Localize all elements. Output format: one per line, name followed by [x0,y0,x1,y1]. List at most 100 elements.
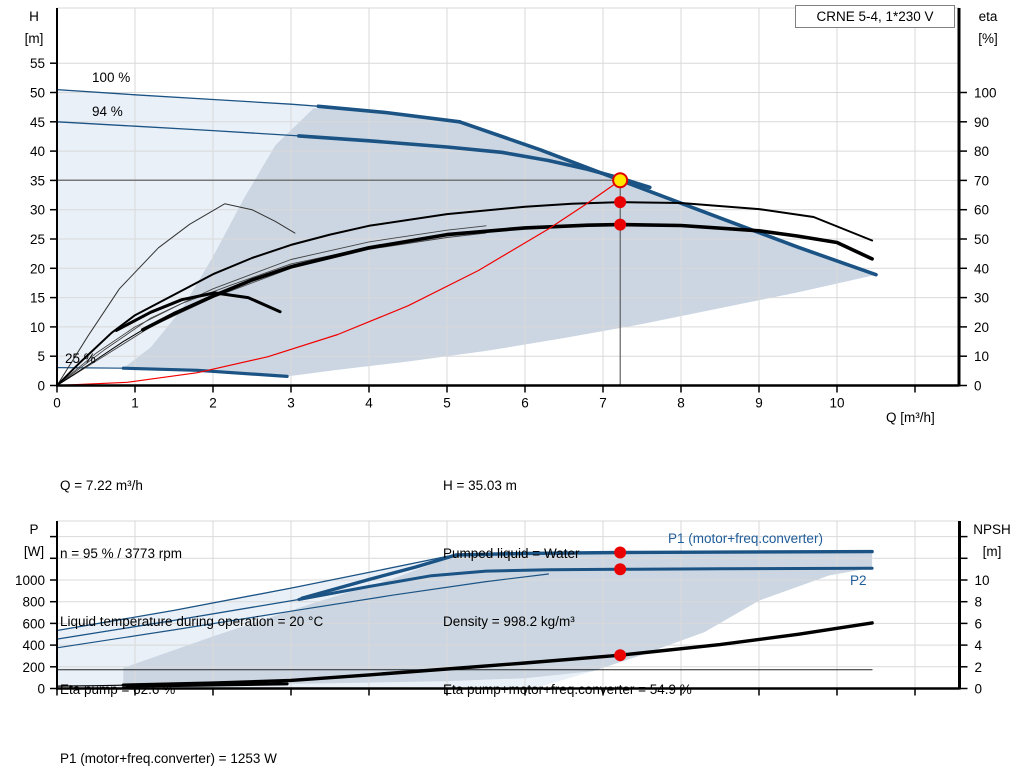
eta-total-marker [614,218,627,231]
eta-arc-thin [56,203,296,386]
p1-marker [614,546,627,559]
info-density: Density = 998.2 kg/m³ [443,613,575,629]
tick-label: 0 [53,396,61,411]
tick-label: 7 [599,396,607,411]
eta-total-curve [141,222,874,332]
tick-label: 20 [30,261,45,276]
power-info: P1 (motor+freq.converter) = 1253 W P2 = … [60,703,277,781]
tick-label: 35 [30,173,45,188]
info-p1: P1 (motor+freq.converter) = 1253 W [60,751,277,767]
tick-label: 3 [287,396,295,411]
tick-label: 0 [37,682,45,697]
power-envelope-dark [123,551,873,687]
speed-25-curve-thin [56,367,124,369]
speed-25-curve-thick [121,366,289,378]
tick-label: 400 [22,638,45,653]
power-npsh-chart-axes [56,521,961,690]
p2-limit-thin [56,598,300,640]
tick-label: 5 [443,396,451,411]
npsh-curve-lead [56,684,124,687]
tick-label: 9 [755,396,763,411]
envelope-dark [123,108,877,377]
qh-eta-chart: 0510152025303540455055010203040506070809… [30,7,997,411]
tick-label: 10 [975,573,990,588]
speed-94-curve-thin [56,121,300,137]
duty-info-left: Q = 7.22 m³/h n = 95 % / 3773 rpm Liquid… [60,430,323,746]
tick-label: 4 [365,396,373,411]
tick-label: 5 [37,349,45,364]
tick-label: 25 [30,232,45,247]
tick-label: 70 [974,173,989,188]
info-pumped-liquid: Pumped liquid = Water [443,545,580,561]
power-npsh-chart-regions [57,551,873,689]
npsh-marker [614,649,627,662]
info-h: H = 35.03 m [443,478,517,494]
p2-marker [614,563,627,576]
tick-label: 15 [30,291,45,306]
tick-label: 60 [974,203,989,218]
tick-label: 0 [974,379,982,394]
qh-eta-chart-ticks: 0510152025303540455055010203040506070809… [30,56,997,410]
duty-point-marker [612,172,629,189]
p2-curve-label: P2 [850,573,867,588]
eta-bundle-b [56,225,487,386]
tick-label: 40 [974,261,989,276]
tick-label: 6 [975,616,983,631]
p1-limit-thin [56,553,460,632]
tick-label: 8 [677,396,685,411]
tick-label: 55 [30,56,45,71]
pump-model-label: CRNE 5-4, 1*230 V [816,9,934,24]
tick-label: 10 [974,349,989,364]
tick-label: 10 [30,320,45,335]
tick-label: 40 [30,144,45,159]
speed-100-curve-thick [316,104,462,124]
p1-curve-thick [300,549,874,600]
speed-100-label: 100 % [92,70,131,85]
eta-bundle-a [56,232,487,386]
tick-label: 50 [974,232,989,247]
tick-label: 30 [30,203,45,218]
power-npsh-chart-gridlines [57,520,960,689]
p2-curve-thick [297,566,874,601]
info-eta-total: Eta pump+motor+freq.converter = 54.9 % [443,681,692,697]
tick-label: 50 [30,86,45,101]
tick-label: 2 [209,396,217,411]
p-axis-title: P [W] [23,522,45,559]
eta-pump-marker [614,196,627,209]
info-q: Q = 7.22 m³/h [60,478,143,494]
eta-25-curve [114,291,282,332]
tick-label: 2 [975,660,983,675]
max-speed-boundary [457,120,878,277]
speed-25-label: 25 % [65,351,96,366]
tick-label: 20 [974,320,989,335]
tick-label: 6 [521,396,529,411]
tick-label: 30 [974,291,989,306]
qh-eta-chart-axes [56,8,961,387]
qh-eta-chart-markers [612,172,629,231]
h-axis-title: H [m] [24,9,44,46]
npsh-axis-title: NPSH [m] [973,522,1011,559]
info-n: n = 95 % / 3773 rpm [60,545,182,561]
tick-label: 800 [22,595,45,610]
duty-info-right: H = 35.03 m Pumped liquid = Water Densit… [443,430,692,746]
tick-label: 90 [974,115,989,130]
tick-label: 1000 [15,573,45,588]
q-axis-title: Q [m³/h] [886,410,935,425]
tick-label: 0 [975,682,983,697]
info-liquid-temp: Liquid temperature during operation = 20… [60,613,324,629]
tick-label: 4 [975,638,983,653]
eta-total-curve-lead [56,329,144,386]
info-eta-pump: Eta pump = 62.6 % [60,681,176,697]
tick-label: 45 [30,115,45,130]
qh-eta-chart-gridlines [57,7,959,386]
p1-curve-label: P1 (motor+freq.converter) [668,531,823,546]
speed-94-label: 94 % [92,104,123,119]
system-curve [56,179,621,387]
tick-label: 200 [22,660,45,675]
npsh-curve [121,621,874,687]
tick-label: 0 [37,379,45,394]
eta-bundle-c [56,250,354,386]
p-extra-thin [56,573,550,649]
tick-label: 10 [829,396,844,411]
